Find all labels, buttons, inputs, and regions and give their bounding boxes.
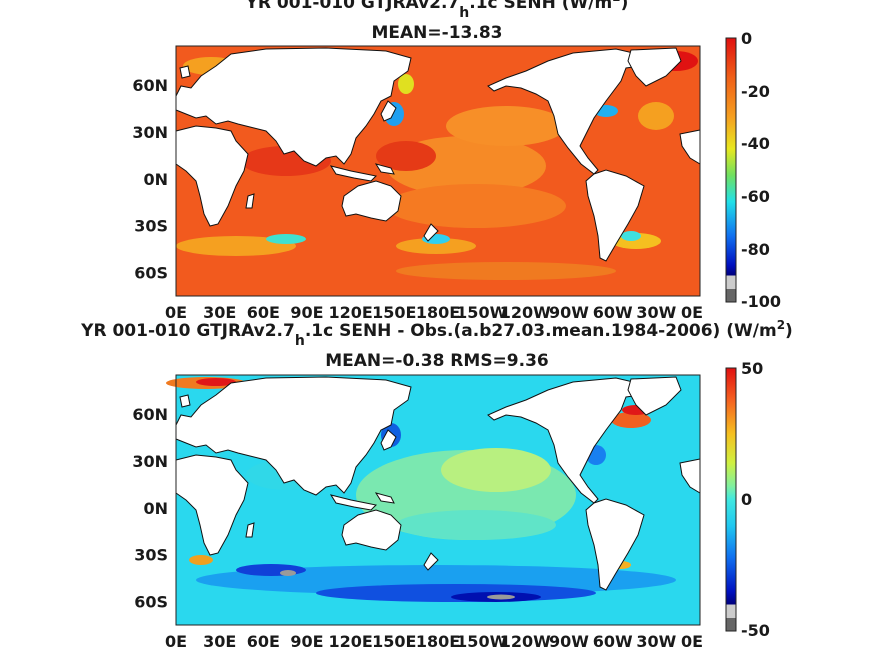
panel-2-ocean-patch [487,594,515,600]
panel-1-y-axis: 60N 30N 0N 30S 60S [132,76,168,283]
panel-2-ocean-patch [236,564,306,576]
panel-1-colorbar-tick: -20 [741,82,770,101]
panel-2-y-tick: 30S [134,546,168,565]
panel-2-x-tick: 90E [290,632,323,651]
panel-2-colorbar-tick: -50 [741,621,770,640]
panel-2-colorbar-tick: 0 [741,490,752,509]
panel-1-ocean-patch [176,236,296,256]
panel-1-map [175,45,701,297]
panel-2-x-tick: 120E [329,632,373,651]
panel-2-x-axis: 0E 30E 60E 90E 120E 150E 180E 150W 120W … [165,632,703,651]
panel-2-colorbar-gradient [725,367,737,632]
panel-2-ocean-patch [316,584,596,602]
panel-2-map [166,374,701,626]
panel-1-colorbar-tick: -100 [741,292,781,311]
panel-1-colorbar-tick: -40 [741,134,770,153]
panel-1-x-tick: 150W [456,303,507,322]
panel-1: YR 001-010 GTJRAv2.7h.1c SENH (W/m2) MEA… [132,0,781,322]
panel-1-ocean-patch [386,184,566,228]
panel-2-ocean-patch [396,510,556,540]
panel-1-y-tick: 30S [134,217,168,236]
panel-1-x-tick: 0E [165,303,187,322]
panel-2-x-tick: 0E [165,632,187,651]
panel-1-x-tick: 60E [247,303,280,322]
panel-1-x-tick: 30W [636,303,676,322]
panel-2-y-tick: 60S [134,593,168,612]
panel-1-ocean-patch [621,231,641,241]
panel-1-ocean-patch [376,141,436,171]
panel-2-x-tick: 90W [549,632,589,651]
panel-1-colorbar-gradient [725,37,737,303]
panel-2-x-tick: 150E [372,632,416,651]
panel-2-x-tick: 30E [203,632,236,651]
panel-1-colorbar-tick: -60 [741,187,770,206]
panel-2-ocean-patch [189,555,213,565]
panel-1-y-tick: 60S [134,264,168,283]
panel-2-y-axis: 60N 30N 0N 30S 60S [132,405,168,611]
panel-2-subtitle: MEAN=-0.38 RMS=9.36 [325,351,549,371]
panel-1-x-tick: 180E [416,303,460,322]
panel-1-x-tick: 120E [329,303,373,322]
panel-2-ocean-patch [611,412,651,428]
panel-1-colorbar-tick: 0 [741,29,752,48]
panel-1-colorbar: 0 -20 -40 -60 -80 -100 [725,29,781,311]
panel-1-colorbar-tick: -80 [741,240,770,259]
panel-1-y-tick: 30N [132,123,168,142]
panel-1-x-tick: 120W [500,303,551,322]
panel-2-ocean-patch [196,378,236,386]
panel-1-y-tick: 0N [143,170,168,189]
panel-2-y-tick: 60N [132,405,168,424]
panel-2-y-tick: 0N [143,499,168,518]
panel-2-x-tick: 120W [500,632,551,651]
panel-1-ocean-patch [398,74,414,94]
panel-2-x-tick: 60E [247,632,280,651]
panel-1-x-tick: 90E [290,303,323,322]
panel-1-x-tick: 60W [593,303,633,322]
panel-2-ocean-patch [441,448,551,492]
panel-2-x-tick: 60W [593,632,633,651]
panel-2: YR 001-010 GTJRAv2.7h.1c SENH - Obs.(a.b… [80,318,793,651]
panel-1-subtitle: MEAN=-13.83 [372,23,503,43]
panel-2-x-tick: 150W [456,632,507,651]
panel-1-x-axis: 0E 30E 60E 90E 120E 150E 180E 150W 120W … [165,303,703,322]
panel-1-title: YR 001-010 GTJRAv2.7h.1c SENH (W/m2) [245,0,629,21]
panel-1-ocean-patch [396,238,476,254]
panel-1-x-tick: 0E [681,303,703,322]
panel-2-colorbar-tick: 50 [741,359,763,378]
panel-1-x-tick: 90W [549,303,589,322]
panel-1-ocean-patch [266,234,306,244]
panel-1-x-tick: 150E [372,303,416,322]
panel-2-title: YR 001-010 GTJRAv2.7h.1c SENH - Obs.(a.b… [80,318,793,349]
panel-1-x-tick: 30E [203,303,236,322]
panel-1-ocean-patch [396,262,616,280]
panel-2-y-tick: 30N [132,452,168,471]
panel-2-x-tick: 0E [681,632,703,651]
panel-1-ocean-patch [446,106,566,146]
panel-1-ocean-patch [638,102,674,130]
panel-2-colorbar: 50 0 -50 [725,359,770,640]
panel-1-y-tick: 60N [132,76,168,95]
panel-2-x-tick: 180E [416,632,460,651]
panel-2-x-tick: 30W [636,632,676,651]
panel-2-ocean-patch [280,570,296,576]
